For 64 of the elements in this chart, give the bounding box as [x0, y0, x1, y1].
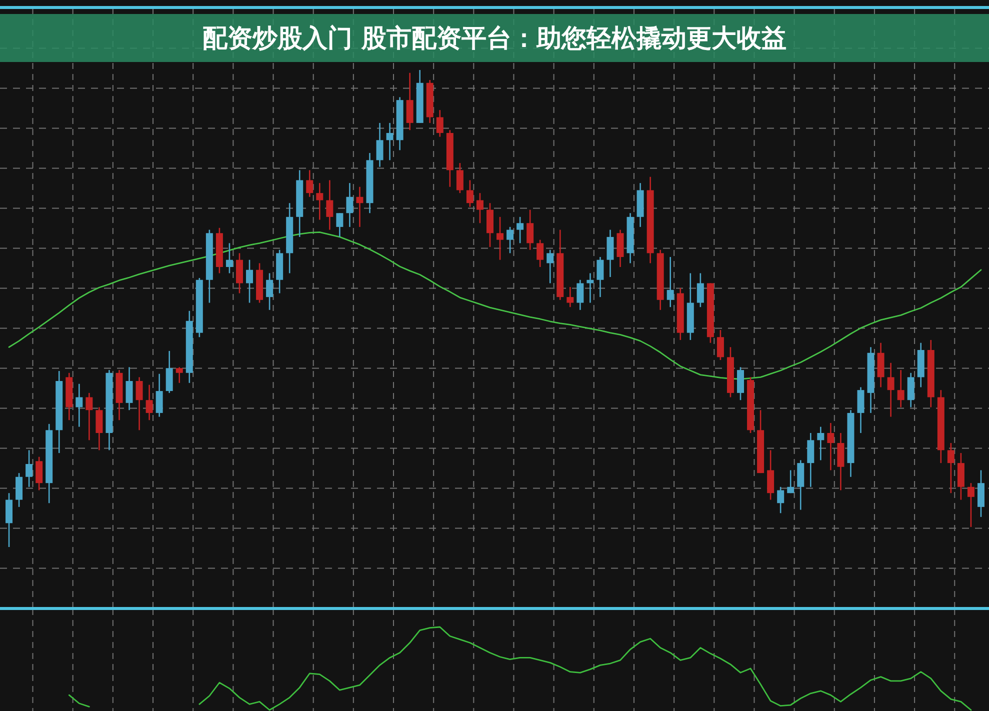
candlestick [376, 122, 384, 168]
candlestick [436, 109, 444, 138]
candlestick [526, 209, 534, 250]
candlestick [736, 366, 744, 401]
candlestick [236, 252, 243, 294]
candlestick [466, 180, 474, 208]
candlestick [136, 376, 143, 431]
candlestick [797, 460, 804, 510]
candlestick [967, 482, 974, 528]
candlestick [606, 229, 614, 278]
candlestick [386, 122, 394, 161]
candlestick [837, 432, 844, 491]
candlestick [977, 470, 984, 518]
candlestick [716, 329, 724, 361]
candlestick [336, 212, 344, 238]
candlestick [346, 182, 354, 228]
candlestick [316, 182, 324, 220]
candlestick [176, 366, 183, 384]
candlestick [546, 249, 554, 284]
candlestick [807, 432, 814, 488]
candlestick [26, 450, 33, 488]
candlestick [696, 272, 704, 308]
candlestick [947, 442, 954, 494]
candlestick [146, 384, 153, 421]
candlestick [566, 286, 574, 308]
candlestick [536, 239, 544, 268]
candlestick [496, 216, 504, 260]
candlestick [596, 256, 604, 298]
candlestick [96, 406, 103, 451]
candlestick [506, 226, 514, 254]
candlestick [767, 450, 774, 500]
candlestick [166, 350, 173, 394]
candlestick [616, 229, 624, 268]
candlestick [787, 470, 794, 494]
chart-title: 配资炒股入门 股市配资平台：助您轻松撬动更大收益 [202, 24, 786, 52]
candlestick [827, 422, 834, 471]
candlestick [156, 373, 163, 418]
candlestick [887, 362, 894, 418]
candlestick [356, 186, 364, 228]
candlestick [777, 486, 784, 514]
candlestick [126, 366, 133, 411]
candlestick [406, 72, 414, 131]
candlestick [516, 216, 524, 244]
candlestick [86, 392, 93, 441]
candlestick [907, 372, 914, 408]
candlestick [326, 180, 334, 230]
candlestick [36, 456, 43, 491]
candlestick [957, 452, 964, 500]
candlestick [666, 256, 674, 308]
candlestick [476, 192, 484, 224]
candlestick [76, 383, 83, 428]
candlestick [246, 259, 254, 304]
candlestick [226, 242, 233, 274]
candlestick [456, 162, 464, 194]
candlestick [817, 426, 824, 461]
candlestick [6, 492, 13, 548]
candlestick [16, 472, 23, 508]
candlestick [486, 202, 494, 248]
candlestick [897, 369, 904, 408]
candlestick [586, 272, 594, 304]
candlestick [857, 386, 864, 434]
candlestick [576, 279, 584, 311]
candlestick [306, 170, 314, 198]
candlestick [266, 272, 274, 311]
